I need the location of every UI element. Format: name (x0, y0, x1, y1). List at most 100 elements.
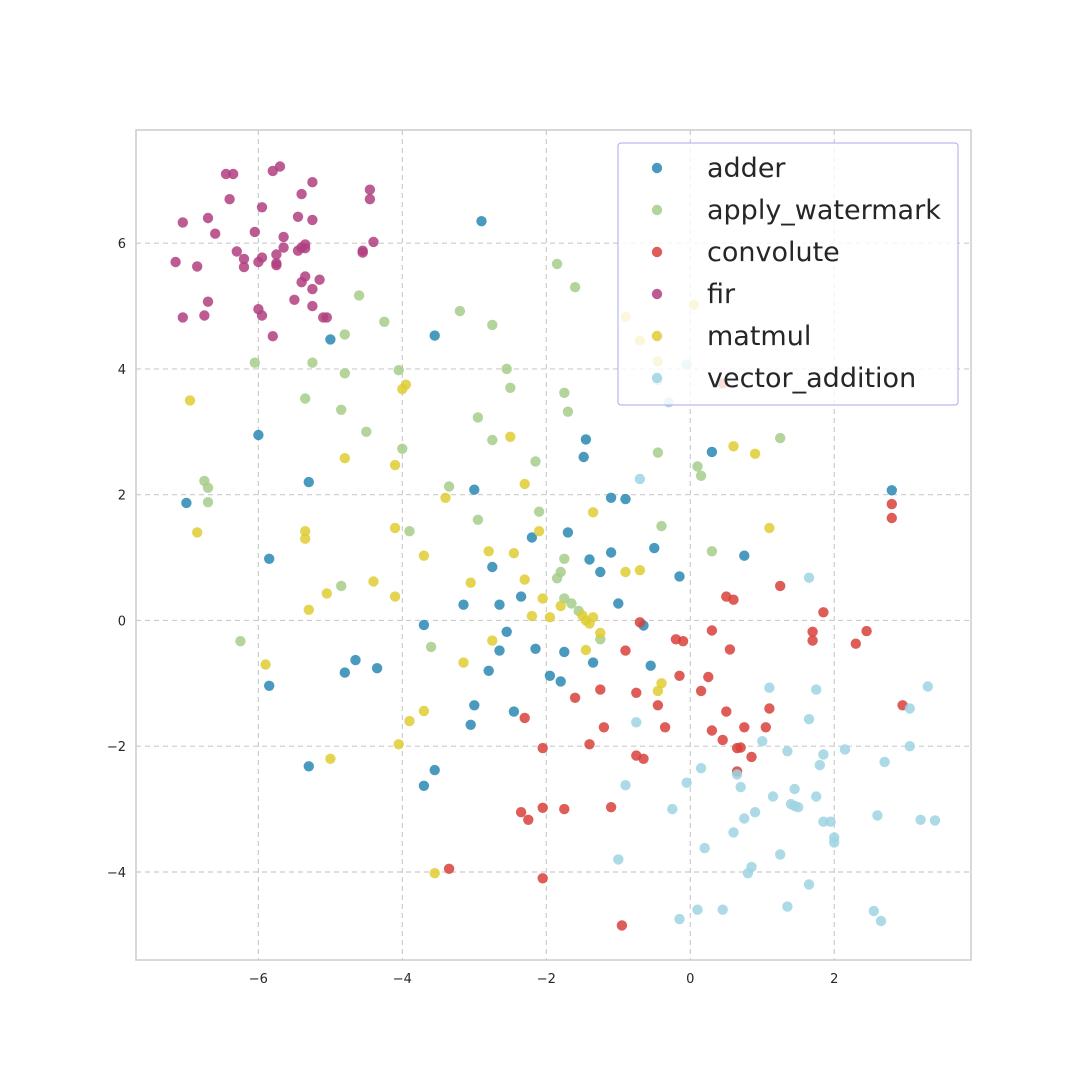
data-point (184, 395, 196, 406)
data-point (371, 663, 383, 674)
data-point (519, 574, 530, 585)
data-point (418, 780, 430, 791)
data-point (872, 810, 883, 821)
data-point (353, 290, 365, 301)
data-point (418, 550, 430, 561)
data-point (634, 473, 646, 485)
data-point (782, 901, 793, 912)
data-point (443, 481, 455, 492)
data-point (742, 868, 754, 879)
data-point (501, 626, 512, 637)
data-point (429, 330, 440, 341)
data-point (458, 657, 469, 668)
data-point (652, 685, 664, 697)
data-point (731, 769, 743, 780)
data-point (307, 300, 318, 312)
data-point (487, 561, 498, 573)
data-point (559, 553, 570, 564)
data-point (555, 600, 566, 612)
data-point (177, 217, 188, 228)
series-apply-watermark (199, 258, 786, 653)
data-point (559, 387, 570, 398)
data-point (739, 722, 750, 733)
data-point (278, 231, 289, 243)
data-point (757, 736, 768, 747)
data-point (735, 781, 746, 793)
data-point (818, 607, 829, 618)
data-point (749, 448, 761, 459)
data-point (404, 715, 415, 727)
data-point (904, 741, 915, 752)
data-point (397, 443, 408, 454)
data-point (739, 813, 750, 824)
data-point (469, 700, 480, 711)
data-point (238, 261, 250, 273)
data-point (605, 802, 617, 813)
data-point (584, 739, 595, 750)
data-point (929, 815, 941, 826)
y-tick-label: 2 (118, 489, 126, 504)
data-point (868, 905, 879, 917)
data-point (505, 382, 516, 393)
x-tick-label: 2 (830, 972, 838, 987)
data-point (260, 659, 271, 670)
legend-marker (651, 204, 663, 216)
data-point (202, 482, 214, 493)
data-point (303, 604, 314, 615)
data-point (634, 617, 646, 628)
data-point (749, 807, 761, 818)
data-point (494, 599, 505, 610)
data-points (170, 161, 941, 931)
data-point (256, 310, 268, 321)
data-point (861, 625, 872, 637)
data-point (764, 703, 775, 714)
data-point (692, 461, 703, 472)
data-point (578, 451, 589, 463)
data-point (336, 404, 347, 415)
data-point (472, 412, 484, 423)
data-point (695, 685, 707, 697)
data-point (192, 261, 203, 272)
data-point (202, 497, 214, 508)
data-point (350, 654, 361, 666)
data-point (389, 591, 401, 602)
data-point (379, 316, 390, 327)
data-point (537, 802, 548, 813)
data-point (519, 478, 530, 490)
x-axis-ticks: −6 −4 −2 0 2 (249, 972, 839, 987)
series-vector-addition (613, 359, 941, 927)
data-point (551, 573, 563, 584)
data-point (307, 357, 318, 368)
data-point (667, 803, 678, 815)
data-point (803, 714, 815, 725)
data-point (530, 643, 541, 654)
y-tick-label: 4 (118, 363, 126, 378)
data-point (793, 802, 804, 813)
data-point (325, 753, 336, 764)
data-point (465, 577, 476, 588)
data-point (505, 431, 516, 442)
data-point (418, 619, 430, 631)
legend-items: adder apply_watermark convolute fir matmul ve… (651, 153, 941, 394)
data-point (515, 591, 527, 602)
data-point (404, 526, 415, 537)
data-point (220, 168, 232, 180)
data-point (425, 641, 437, 653)
data-point (803, 879, 815, 890)
data-point (620, 780, 631, 791)
data-point (728, 594, 739, 605)
data-point (483, 665, 494, 676)
legend-label: adder (707, 153, 786, 184)
data-point (551, 258, 563, 270)
data-point (739, 550, 750, 561)
data-point (566, 598, 577, 609)
data-point (544, 670, 556, 681)
data-point (253, 429, 264, 441)
y-tick-label: 6 (118, 237, 126, 252)
series-fir (170, 161, 379, 342)
data-point (613, 854, 624, 865)
data-point (544, 612, 556, 623)
data-point (875, 915, 887, 927)
data-point (389, 522, 401, 534)
data-point (598, 722, 610, 733)
